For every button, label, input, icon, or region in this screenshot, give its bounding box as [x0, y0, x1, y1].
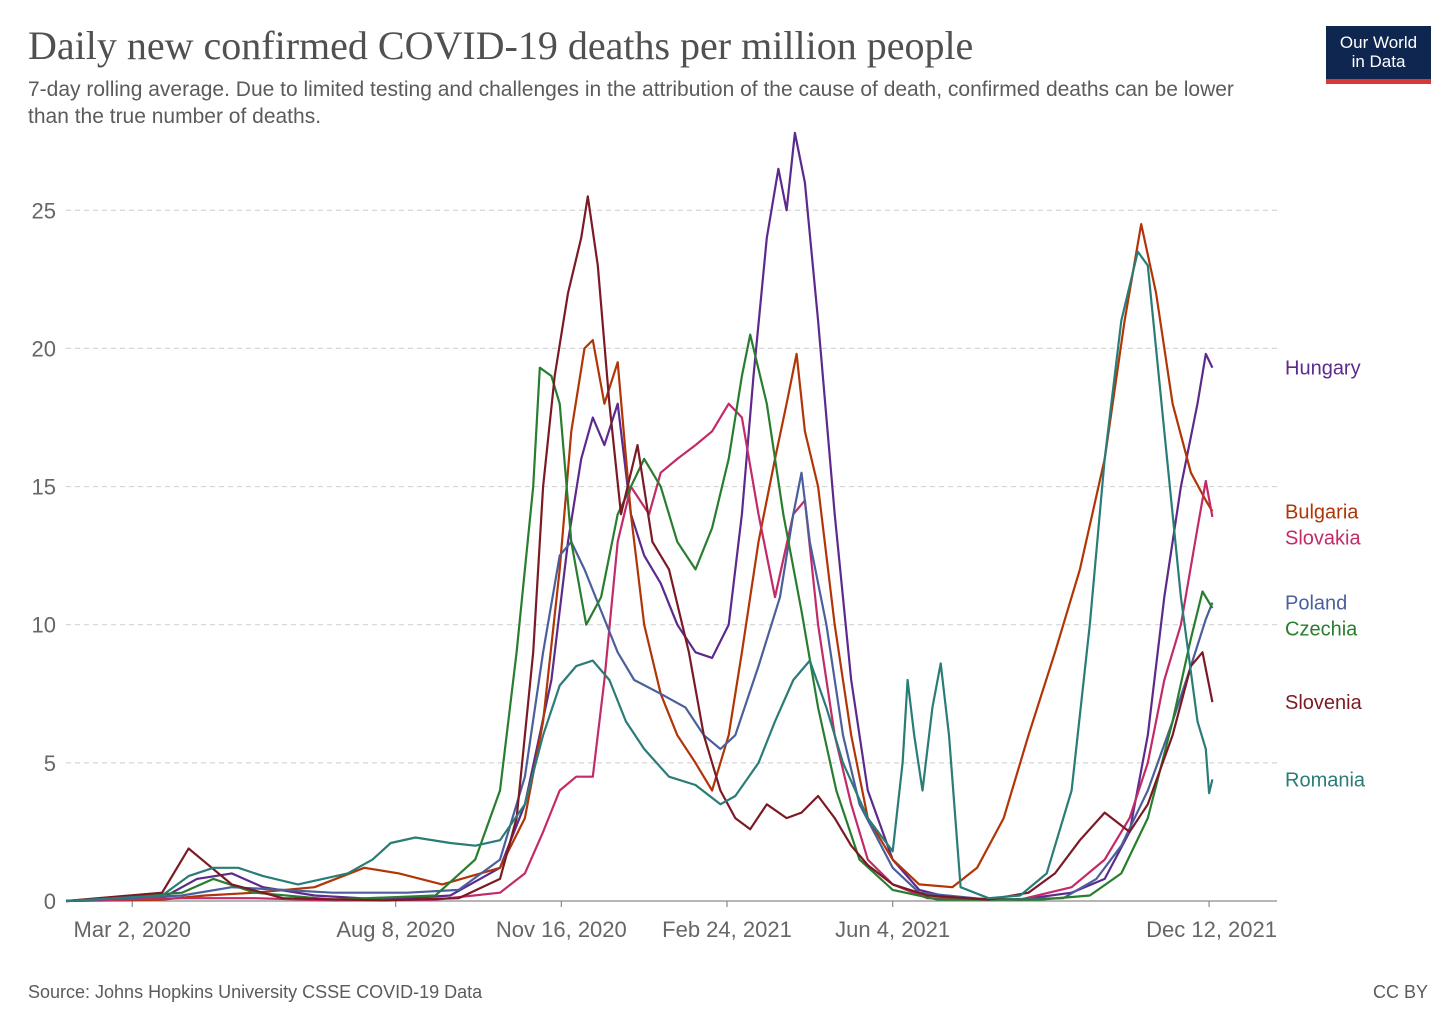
series-label-slovenia: Slovenia: [1285, 692, 1363, 714]
chart-subtitle: 7-day rolling average. Due to limited te…: [28, 78, 1234, 128]
y-tick-label-10: 10: [32, 613, 56, 638]
x-tick-label-0: Mar 2, 2020: [74, 917, 191, 942]
series-labels: Hungary Bulgaria Slovakia Poland Czechia Slov…: [1285, 358, 1366, 792]
logo-line-1: Our World: [1339, 33, 1418, 52]
series-label-poland: Poland: [1285, 593, 1347, 615]
chart-title: Daily new confirmed COVID-19 deaths per …: [28, 23, 974, 68]
series-line-bulgaria: [65, 223, 1214, 903]
x-tick-label-1: Aug 8, 2020: [336, 917, 455, 942]
owid-logo[interactable]: Our World in Data: [1326, 26, 1431, 84]
y-tick-label-5: 5: [44, 751, 56, 776]
x-tick-label-2: Nov 16, 2020: [496, 917, 627, 942]
series-line-poland: [65, 471, 1214, 903]
license-link[interactable]: CC BY: [1372, 982, 1428, 1002]
x-tick-label-3: Feb 24, 2021: [662, 917, 792, 942]
x-axis: Mar 2, 2020 Aug 8, 2020 Nov 16, 2020 Feb 24…: [66, 900, 1277, 942]
logo-line-2: in Data: [1351, 52, 1406, 71]
x-tick-label-5: Dec 12, 2021: [1146, 917, 1277, 942]
series-line-czechia: [65, 333, 1214, 903]
series-label-czechia: Czechia: [1285, 619, 1358, 641]
series-label-slovakia: Slovakia: [1285, 527, 1361, 549]
line-chart: 0 5 10 15 20 25 Mar 2, 2020 Aug 8, 2020 Nov 16,…: [32, 131, 1366, 942]
x-tick-label-4: Jun 4, 2021: [835, 917, 950, 942]
series-label-hungary: Hungary: [1285, 358, 1361, 380]
grid-lines: [66, 209, 1277, 764]
source-note[interactable]: Source: Johns Hopkins University CSSE CO…: [28, 982, 483, 1002]
y-tick-label-20: 20: [32, 336, 56, 361]
series-line-slovenia: [65, 195, 1214, 903]
series-line-slovakia: [65, 402, 1214, 903]
y-axis: 0 5 10 15 20 25: [32, 198, 56, 914]
y-tick-label-15: 15: [32, 475, 56, 500]
series-line-romania: [65, 250, 1214, 903]
series-line-hungary: [65, 131, 1214, 903]
y-tick-label-25: 25: [32, 198, 56, 223]
series-label-romania: Romania: [1285, 769, 1366, 791]
y-tick-label-0: 0: [44, 889, 56, 914]
series-lines: [65, 131, 1214, 903]
series-label-bulgaria: Bulgaria: [1285, 501, 1359, 523]
